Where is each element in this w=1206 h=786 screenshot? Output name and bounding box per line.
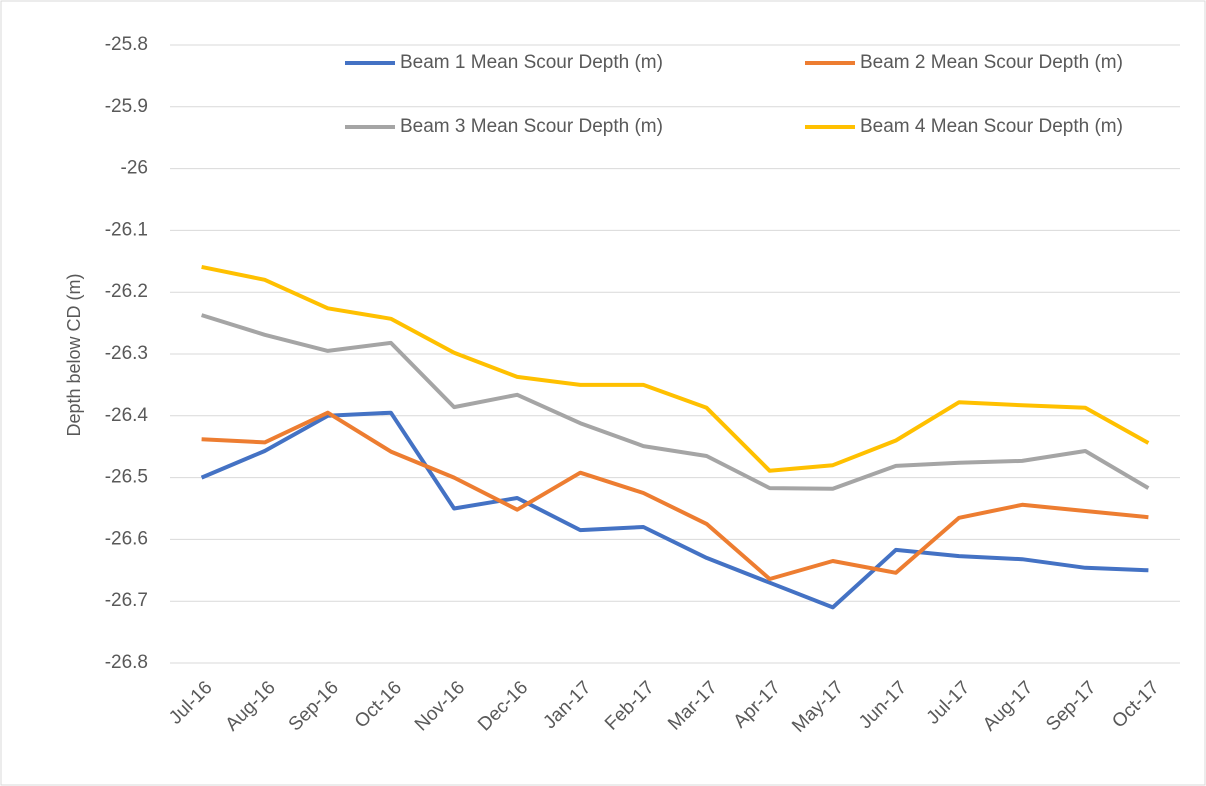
y-tick-label: -26.4 (105, 405, 149, 426)
y-tick-label: -26.8 (105, 652, 148, 673)
y-tick-label: -25.8 (105, 34, 148, 55)
data-line (201, 264, 1150, 473)
data-line (200, 410, 1149, 610)
y-tick-label: -26.1 (105, 219, 148, 240)
legend-label: Beam 1 Mean Scour Depth (m) (400, 52, 663, 73)
legend-label: Beam 3 Mean Scour Depth (m) (400, 116, 663, 137)
y-tick-label: -26 (121, 158, 148, 179)
y-axis-label: Depth below CD (m) (64, 273, 84, 436)
y-tick-label: -25.9 (105, 96, 148, 117)
data-line (201, 313, 1150, 491)
y-tick-label: -26.3 (105, 343, 148, 364)
y-tick-label: -26.7 (105, 590, 148, 611)
data-line (201, 410, 1149, 581)
legend-label: Beam 4 Mean Scour Depth (m) (860, 116, 1123, 137)
y-tick-label: -26.6 (105, 528, 148, 549)
y-tick-label: -26.2 (105, 281, 148, 302)
y-tick-label: -26.5 (105, 467, 148, 488)
legend-label: Beam 2 Mean Scour Depth (m) (860, 52, 1123, 73)
